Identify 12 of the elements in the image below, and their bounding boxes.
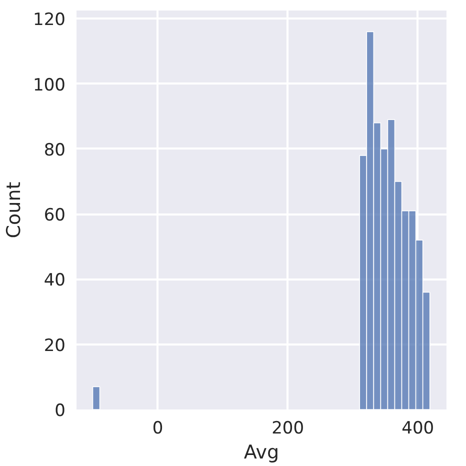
- y-tick-label: 100: [33, 75, 66, 96]
- x-tick-label: 0: [152, 418, 164, 438]
- x-axis-title: Avg: [244, 442, 280, 464]
- y-tick-label: 80: [44, 140, 66, 160]
- y-tick-label: 120: [33, 10, 66, 30]
- y-axis-title: Count: [3, 182, 26, 238]
- y-tick-label: 40: [44, 270, 66, 291]
- y-tick-label: 60: [44, 206, 66, 226]
- x-tick-label: 200: [272, 418, 304, 438]
- x-tick-label: 400: [402, 418, 434, 438]
- y-tick-label: 20: [44, 336, 66, 356]
- y-tick-label: 0: [54, 401, 66, 421]
